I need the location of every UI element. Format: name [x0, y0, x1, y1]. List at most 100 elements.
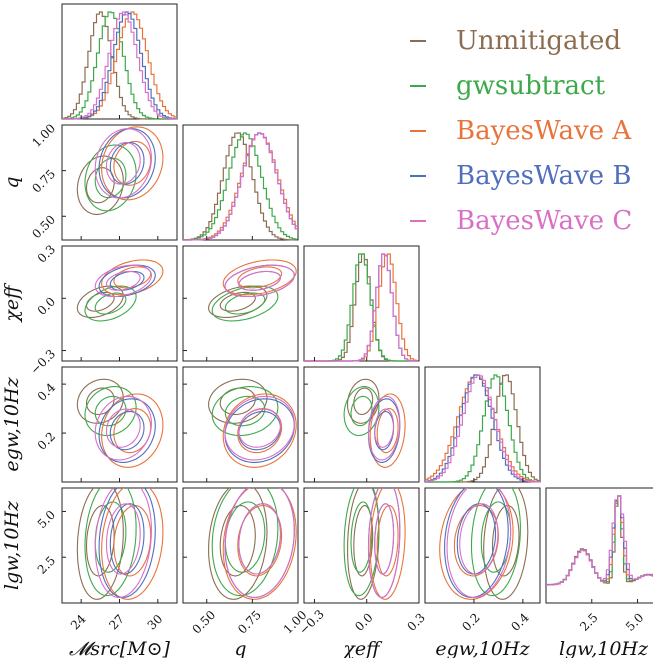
contour-gwsubtract-1: [480, 501, 512, 573]
histogram-lgw-unmitigated: [546, 495, 653, 586]
x-tick-label-lgw: 2.5: [577, 610, 600, 633]
legend-label: Unmitigated: [456, 25, 622, 56]
contour-gwsubtract-2: [343, 488, 380, 597]
y-tick-label-chi_eff: 0.0: [35, 294, 58, 317]
contour-bayeswave-c-2: [446, 488, 512, 598]
contour-unmitigated-2: [76, 488, 124, 600]
legend-label: BayesWave B: [456, 160, 632, 191]
contour-bayeswave-c-2: [94, 395, 152, 461]
x-axis-label-ecc: egw,10Hz: [435, 638, 530, 658]
contour-gwsubtract-2: [84, 144, 137, 212]
histogram-chi_eff-bayeswave-c: [304, 253, 419, 362]
panel-frame-ecc-mchirp: [61, 366, 178, 483]
contour-bayeswave-c-1: [238, 408, 282, 448]
contour-bayeswave-b-2: [98, 128, 156, 199]
contour-bayeswave-a-1: [237, 505, 283, 577]
histogram-chi_eff-gwsubtract: [304, 253, 419, 362]
x-tick-label-chi_eff: 0.3: [404, 610, 427, 633]
contour-bayeswave-c-2: [367, 488, 401, 598]
contour-gwsubtract-1: [94, 292, 127, 315]
contour-unmitigated-2: [347, 378, 380, 424]
y-tick-label-chi_eff: 0.3: [35, 242, 58, 265]
contour-bayeswave-c-1: [374, 503, 395, 575]
contours-lgw-ecc: [439, 488, 529, 600]
y-tick-label-ecc: 0.2: [35, 429, 58, 452]
histogram-chi_eff-bayeswave-a: [304, 253, 419, 362]
histogram-lgw-bayeswave-b: [546, 495, 653, 586]
contour-bayeswave-a-1: [113, 408, 152, 454]
contour-bayeswave-b-1: [109, 503, 145, 575]
contours-lgw-mchirp: [76, 488, 164, 600]
panel-frame-q-q: [182, 124, 299, 241]
contour-bayeswave-b-1: [456, 503, 497, 575]
histogram-ecc-bayeswave-c: [425, 374, 540, 483]
x-tick-label-mchirp: 24: [68, 612, 89, 633]
y-tick-label-lgw: 2.5: [35, 553, 58, 576]
contour-bayeswave-c-1: [105, 141, 141, 185]
histogram-q-gwsubtract: [183, 132, 298, 241]
y-tick-label-q: 1.00: [29, 121, 58, 150]
contour-bayeswave-c-2: [94, 128, 152, 199]
contour-unmitigated-1: [85, 167, 115, 204]
contour-bayeswave-c-1: [374, 408, 395, 448]
contour-gwsubtract-2: [470, 488, 521, 597]
x-tick-label-mchirp: 27: [106, 612, 127, 633]
contour-bayeswave-b-2: [444, 488, 509, 598]
contour-bayeswave-c-2: [94, 264, 152, 298]
legend-swatch: [410, 39, 426, 42]
contour-unmitigated-2: [76, 378, 124, 424]
contour-gwsubtract-1: [350, 395, 373, 427]
legend-swatch: [410, 129, 426, 132]
x-tick-label-chi_eff: 0.0: [352, 610, 375, 633]
x-tick-label-q: 0.75: [235, 608, 264, 637]
x-axis-label-mchirp: 𝓜src[M⊙]: [69, 638, 171, 658]
contours-q-mchirp: [76, 126, 164, 215]
contour-bayeswave-a-1: [237, 266, 283, 289]
contour-bayeswave-b-1: [109, 141, 145, 185]
contour-bayeswave-b-2: [224, 488, 295, 598]
panel-frame-chi_eff-q: [182, 245, 299, 362]
contour-bayeswave-c-2: [224, 488, 295, 598]
contour-bayeswave-a-1: [113, 266, 152, 289]
contour-bayeswave-c-1: [105, 408, 141, 448]
contour-bayeswave-c-2: [94, 488, 152, 598]
contour-unmitigated-2: [208, 285, 268, 318]
panel-frame-ecc-q: [182, 366, 299, 483]
contour-bayeswave-a-2: [222, 393, 297, 468]
contour-unmitigated-1: [219, 505, 256, 577]
contour-gwsubtract-1: [94, 157, 127, 199]
contour-gwsubtract-2: [84, 285, 137, 322]
histogram-lgw-bayeswave-a: [546, 495, 653, 586]
panel-frame-lgw-chi_eff: [303, 487, 420, 604]
x-axis-label-lgw: lgw,10Hz: [559, 638, 649, 658]
contour-bayeswave-a-2: [101, 488, 164, 600]
legend-swatch: [410, 84, 426, 87]
contour-unmitigated-1: [85, 291, 115, 312]
contour-bayeswave-a-2: [222, 259, 297, 296]
legend-item: BayesWave C: [410, 198, 632, 243]
legend-swatch: [410, 174, 426, 177]
contours-ecc-chi_eff: [343, 378, 406, 468]
contour-bayeswave-b-2: [98, 264, 156, 298]
y-tick-label-lgw: 5.0: [35, 508, 58, 531]
histogram-lgw-bayeswave-c: [546, 495, 653, 586]
histogram-mchirp-bayeswave-c: [62, 11, 177, 120]
histogram-q-bayeswave-c: [183, 132, 298, 241]
panel-frame-ecc-chi_eff: [303, 366, 420, 483]
panel-frame-lgw-lgw: [545, 487, 653, 604]
contour-gwsubtract-1: [224, 292, 266, 315]
contour-unmitigated-2: [208, 378, 268, 424]
histogram-chi_eff-bayeswave-b: [304, 253, 419, 362]
x-tick-label-ecc: 0.4: [508, 610, 532, 634]
y-axis-label-lgw: lgw,10Hz: [1, 500, 23, 590]
contour-bayeswave-a-1: [113, 140, 152, 186]
contour-bayeswave-c-2: [224, 264, 295, 298]
y-axis-label-ecc: egw,10Hz: [1, 376, 23, 471]
contour-unmitigated-1: [219, 387, 256, 416]
contours-ecc-mchirp: [76, 378, 164, 468]
panel-frame-chi_eff-chi_eff: [303, 245, 420, 362]
y-tick-label-q: 0.75: [29, 167, 58, 196]
contour-bayeswave-a-2: [369, 393, 406, 468]
histogram-chi_eff-unmitigated: [304, 253, 419, 362]
